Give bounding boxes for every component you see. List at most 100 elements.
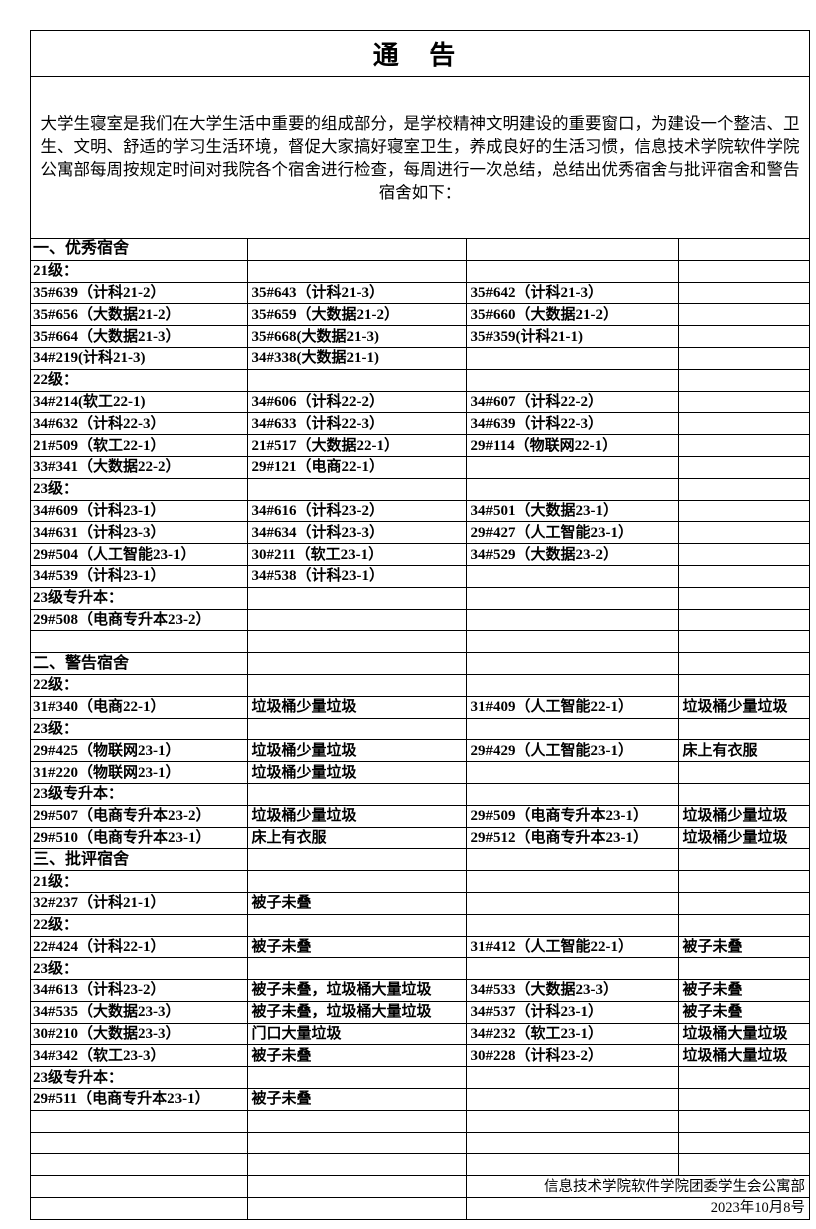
cell-remark (677, 238, 809, 261)
cell-remark: 34#606（计科22-2） (246, 390, 466, 413)
cell-dorm: 31#409（人工智能22-1） (465, 695, 678, 719)
cell-dorm: 34#533（大数据23-3） (465, 979, 678, 1002)
cell-dorm: 31#340（电商22-1） (31, 695, 247, 719)
cell-dorm: 29#114（物联网22-1） (465, 434, 678, 457)
cell-remark: 垃圾桶少量垃圾 (677, 826, 809, 849)
grade-label-row: 23级： (31, 957, 809, 980)
cell-dorm (465, 891, 678, 915)
cell-remark (246, 368, 466, 392)
cell-remark (677, 412, 809, 435)
cell-dorm (465, 238, 678, 261)
cell-remark: 被子未叠 (677, 979, 809, 1002)
table-row: 35#639（计科21-2） 35#643（计科21-3） 35#642（计科21-… (31, 281, 809, 304)
cell-remark: 垃圾桶少量垃圾 (677, 804, 809, 828)
section-header-row: 一、优秀宿舍 (31, 238, 809, 261)
cell-dorm: 35#359(计科21-1) (465, 325, 678, 348)
cell-remark: 床上有衣服 (246, 826, 466, 849)
cell-dorm (31, 1153, 247, 1176)
cell-dorm: 34#501（大数据23-1） (465, 499, 678, 522)
cell-dorm: 34#639（计科22-3） (465, 412, 678, 435)
cell-remark (677, 259, 809, 283)
cell-dorm: 34#529（大数据23-2） (465, 543, 678, 566)
cell-remark: 29#121（电商22-1） (246, 455, 466, 479)
cell-remark: 垃圾桶少量垃圾 (246, 739, 466, 762)
cell-remark (677, 630, 809, 653)
cell-dorm: 32#237（计科21-1） (31, 891, 247, 915)
cell-dorm: 29#429（人工智能23-1） (465, 739, 678, 762)
cell-remark (246, 782, 466, 806)
cell-remark: 垃圾桶少量垃圾 (246, 761, 466, 784)
cell-remark (677, 564, 809, 588)
notice-title: 通 告 (31, 31, 809, 77)
cell-dorm: 二、警告宿舍 (31, 652, 247, 675)
cell-remark (677, 586, 809, 610)
cell-remark: 垃圾桶少量垃圾 (677, 695, 809, 719)
cell-remark: 34#338(大数据21-1) (246, 346, 466, 370)
cell-dorm: 34#632（计科22-3） (31, 412, 247, 435)
cell-dorm: 23级： (31, 477, 247, 501)
cell-dorm (465, 586, 678, 610)
cell-dorm (465, 630, 678, 653)
cell-dorm (465, 259, 678, 283)
cell-remark: 垃圾桶大量垃圾 (677, 1044, 809, 1067)
cell-dorm: 34#607（计科22-2） (465, 390, 678, 413)
table-row: 35#664（大数据21-3） 35#668(大数据21-3) 35#359(计科2… (31, 325, 809, 348)
cell-dorm: 21#509（软工22-1） (31, 434, 247, 457)
cell-dorm: 34#535（大数据23-3） (31, 1000, 247, 1024)
cell-remark: 被子未叠 (246, 1088, 466, 1111)
cell-remark (246, 1109, 466, 1133)
cell-dorm (465, 782, 678, 806)
cell-remark (677, 891, 809, 915)
cell-dorm (465, 1088, 678, 1111)
cell-remark (677, 346, 809, 370)
cell-remark (246, 848, 466, 871)
table-row: 34#609（计科23-1） 34#616（计科23-2） 34#501（大数据23… (31, 499, 809, 522)
grade-label-row: 22级： (31, 368, 809, 392)
cell-dorm: 31#220（物联网23-1） (31, 761, 247, 784)
cell-remark: 垃圾桶少量垃圾 (246, 804, 466, 828)
cell-dorm: 34#232（软工23-1） (465, 1022, 678, 1045)
cell-dorm: 一、优秀宿舍 (31, 238, 247, 261)
cell-remark (677, 673, 809, 697)
cell-remark: 34#616（计科23-2） (246, 499, 466, 522)
cell-remark (246, 477, 466, 501)
cell-dorm: 35#660（大数据21-2） (465, 303, 678, 326)
grade-label-row: 23级： (31, 477, 809, 501)
cell-dorm (465, 455, 678, 479)
cell-remark (677, 499, 809, 522)
cell-dorm: 22级： (31, 673, 247, 697)
cell-remark: 被子未叠，垃圾桶大量垃圾 (246, 1000, 466, 1024)
cell-remark (677, 1066, 809, 1089)
signature-date: 2023年10月8号 (465, 1197, 809, 1219)
cell-remark: 34#633（计科22-3） (246, 412, 466, 435)
table-row: 29#425（物联网23-1） 垃圾桶少量垃圾 29#429（人工智能23-1） 床上… (31, 739, 809, 762)
cell-dorm (465, 1109, 678, 1133)
cell-remark (677, 1088, 809, 1111)
cell-remark (677, 1153, 809, 1176)
cell-remark (677, 477, 809, 501)
cell-dorm: 35#664（大数据21-3） (31, 325, 247, 348)
cell-dorm: 30#228（计科23-2） (465, 1044, 678, 1067)
table-row (31, 630, 809, 653)
cell-remark (677, 782, 809, 806)
cell-dorm: 21级： (31, 259, 247, 283)
cell-remark (677, 543, 809, 566)
cell-dorm: 22级： (31, 368, 247, 392)
table-row: 34#632（计科22-3） 34#633（计科22-3） 34#639（计科22-… (31, 412, 809, 435)
cell-dorm: 34#219(计科21-3) (31, 346, 247, 370)
cell-dorm: 23级： (31, 957, 247, 980)
table-row: 34#214(软工22-1) 34#606（计科22-2） 34#607（计科22-… (31, 390, 809, 413)
cell-dorm: 34#539（计科23-1） (31, 564, 247, 588)
cell-dorm (465, 608, 678, 631)
table-row: 29#510（电商专升本23-1） 床上有衣服 29#512（电商专升本23-1）垃… (31, 826, 809, 849)
table-row: 34#342（软工23-3） 被子未叠 30#228（计科23-2） 垃圾桶大量垃圾 (31, 1044, 809, 1067)
table-row: 34#219(计科21-3) 34#338(大数据21-1) (31, 346, 809, 370)
cell-remark (677, 717, 809, 740)
cell-dorm (465, 848, 678, 871)
cell-dorm (465, 477, 678, 501)
cell-dorm (465, 346, 678, 370)
cell-remark (246, 259, 466, 283)
cell-dorm (465, 368, 678, 392)
cell-dorm (465, 652, 678, 675)
cell-dorm: 35#656（大数据21-2） (31, 303, 247, 326)
